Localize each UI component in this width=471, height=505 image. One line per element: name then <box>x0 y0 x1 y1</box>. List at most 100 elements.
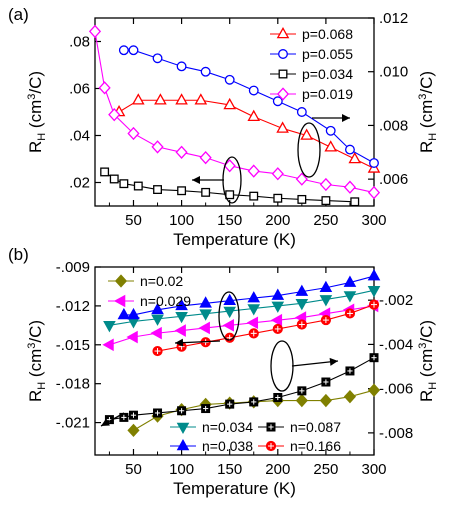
panel-0-series-1-point <box>369 158 379 168</box>
panel-1-xtick-label: 300 <box>361 461 386 478</box>
panel-0-series-3-point <box>247 164 260 178</box>
panel-0-legend-marker <box>276 26 290 39</box>
panel-1-series-3-point <box>223 293 236 306</box>
panel-1-series-3-point <box>247 291 261 303</box>
panel-0-xtick-label: 150 <box>217 212 242 229</box>
panel-1-series-5-point <box>296 319 307 330</box>
panel-0-series-3-point <box>175 145 188 159</box>
panel-0-series-2-point <box>100 167 110 177</box>
panel-0-series-1-point <box>248 85 259 96</box>
panel-1-legend-label: n=0.029 <box>140 293 191 309</box>
panel-0-series-2-point <box>133 181 143 191</box>
panel-1-ytick-left-label: -.012 <box>56 298 90 315</box>
panel-0-series-2-point <box>350 197 360 207</box>
panel-0-series-0-point <box>247 109 261 121</box>
panel-0-series-3-point <box>127 126 140 141</box>
panel-0-series-1-point <box>176 61 187 72</box>
panel-1-series-4-point <box>177 406 187 416</box>
panel-1-legend-label: n=0.038 <box>202 438 253 454</box>
panel-1-series-2-point <box>367 286 381 298</box>
panel-1-arrow-right-axis <box>291 357 339 367</box>
panel-1-ylabel-right: RH (cm3/C) <box>417 320 439 402</box>
panel-0-arrow-right-axis <box>312 114 350 122</box>
panel-1-ytick-left-label: -.018 <box>56 376 90 393</box>
panel-1-series-2-point <box>271 301 285 313</box>
panel-0-legend-label: p=0.034 <box>302 66 353 82</box>
panel-1-series-5-point <box>368 299 380 310</box>
panel-1-series-5-point <box>320 314 331 326</box>
panel-1-ellipse-right <box>270 340 294 392</box>
panel-1-series-2-point <box>103 321 116 333</box>
panel-0-xtick-label: 300 <box>361 212 386 229</box>
panel-0-series-2-point <box>297 194 307 204</box>
panel-1-series-3-point <box>343 275 357 287</box>
panel-1-ytick-left-label: -.021 <box>56 415 90 432</box>
panel-1-series-4-point <box>273 392 283 402</box>
panel-0-legend-marker <box>278 49 288 59</box>
panel-1-legend-marker <box>176 422 190 435</box>
panel-1-arrow-left-axis <box>174 338 221 347</box>
panel-1-series-3-point <box>151 302 164 315</box>
panel-0-series-3-point <box>108 108 121 122</box>
panel-0-ytick-right-label: .012 <box>379 10 408 27</box>
panel-0-series-2-point <box>177 186 187 196</box>
panel-0-series-1-point <box>118 45 129 56</box>
panel-1-series-1-point <box>126 330 138 344</box>
panel-0-legend-label: p=0.055 <box>302 46 353 62</box>
panel-0-series-3-point <box>271 167 284 181</box>
panel-0-series-3-point <box>98 81 111 95</box>
panel-1-series-0-point <box>127 423 140 438</box>
panel-0-xtick-label: 200 <box>265 212 290 229</box>
panel-1-series-5-point <box>248 328 259 339</box>
panel-0-series-3-point <box>319 177 332 192</box>
panel-1-legend-marker <box>176 438 190 451</box>
panel-0-series-1-point <box>152 53 163 64</box>
panel-1-xtick-label: 50 <box>125 461 142 478</box>
panel-0-xtick-label: 250 <box>313 212 338 229</box>
panel-1-series-4-point <box>321 377 331 387</box>
panel-1-xtick-label: 150 <box>217 461 242 478</box>
panel-0-legend-label: p=0.019 <box>302 86 353 102</box>
panel-0-series-2-point <box>153 185 162 194</box>
panel-1-series-0-point <box>367 383 381 397</box>
panel-1-series-4-point <box>201 404 211 414</box>
panel-0-series-3-point <box>88 24 102 39</box>
panel-1-legend-label: n=0.034 <box>202 419 253 435</box>
panel-0-series-1-point <box>325 125 336 136</box>
panel-0-series-0-point <box>223 97 236 110</box>
panel-1-series-5-line <box>157 304 375 352</box>
panel-0-xtick-label: 100 <box>169 212 194 229</box>
panel-0-series-0-point <box>154 93 167 105</box>
panel-1-series-4-point <box>249 397 259 407</box>
panel-0-frame <box>94 17 375 207</box>
panel-1-ytick-right-label: -.006 <box>379 381 413 398</box>
panel-1-series-2-point <box>343 291 357 303</box>
panel-1-xtick-label: 100 <box>169 461 194 478</box>
panel-0-ylabel-left: RH (cm3/C) <box>26 71 48 153</box>
panel-1-legend-marker <box>266 422 276 432</box>
panel-1-series-4-point <box>225 399 235 409</box>
panel-0-series-0-line <box>118 99 375 169</box>
panel-0-ylabel-right: RH (cm3/C) <box>417 71 439 153</box>
panel-1-series-2-point <box>175 311 188 324</box>
panel-0-label: (a) <box>8 5 29 24</box>
panel-1-ytick-right-label: -.004 <box>379 336 413 353</box>
panel-1-legend-marker <box>114 274 128 288</box>
panel-1-series-1-point <box>222 319 234 332</box>
panel-0-series-2-point <box>321 196 331 206</box>
panel-1-series-3-point <box>175 298 188 311</box>
panel-1-legend-label: n=0.087 <box>290 419 341 435</box>
panel-1-legend-label: n=0.166 <box>290 438 341 454</box>
panel-1-series-4-point <box>297 386 307 396</box>
panel-1-series-1-point <box>246 316 259 330</box>
panel-1-xtick-label: 200 <box>265 461 290 478</box>
panel-1-series-2-point <box>247 304 261 316</box>
panel-0-series-0-point <box>175 93 188 105</box>
panel-1-series-0-point <box>295 393 308 408</box>
panel-0-series-2-point <box>225 190 235 200</box>
panel-0-series-3-point <box>295 172 308 186</box>
panel-1-series-3-point <box>199 296 212 308</box>
panel-0-xlabel: Temperature (K) <box>173 230 296 249</box>
panel-1-series-5-point <box>272 323 283 335</box>
